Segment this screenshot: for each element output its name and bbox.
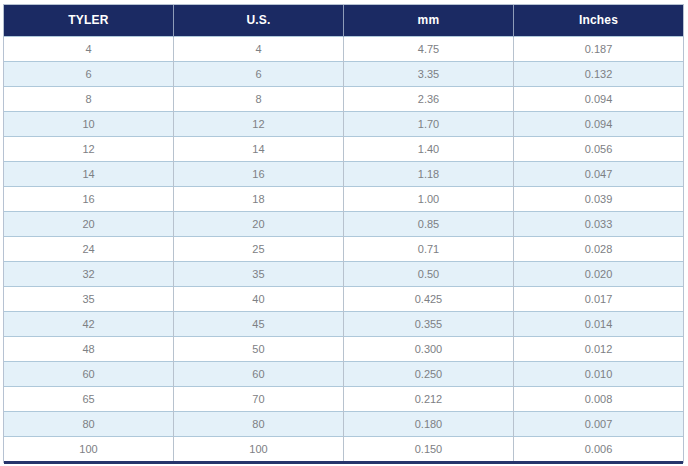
table-cell: 25 (174, 236, 344, 261)
table-cell: 32 (4, 261, 174, 286)
table-cell: 0.180 (343, 411, 513, 436)
sieve-size-table: TYLER U.S. mm Inches 4 4 4.75 0.187 6 6 … (3, 4, 684, 463)
table-cell: 60 (4, 361, 174, 386)
table-cell: 20 (4, 211, 174, 236)
table-cell: 0.017 (513, 286, 683, 311)
table-cell: 6 (4, 61, 174, 86)
table-cell: 4 (174, 36, 344, 61)
table-cell: 80 (174, 411, 344, 436)
table-row: 16 18 1.00 0.039 (4, 186, 683, 211)
table-row: 60 60 0.250 0.010 (4, 361, 683, 386)
table-row: 100 100 0.150 0.006 (4, 436, 683, 461)
table-cell: 0.425 (343, 286, 513, 311)
table-cell: 10 (4, 111, 174, 136)
table-cell: 0.008 (513, 386, 683, 411)
table-cell: 0.006 (513, 436, 683, 461)
table-row: 65 70 0.212 0.008 (4, 386, 683, 411)
table-row: 32 35 0.50 0.020 (4, 261, 683, 286)
sieve-conversion-table: TYLER U.S. mm Inches 4 4 4.75 0.187 6 6 … (4, 5, 683, 461)
table-row: 8 8 2.36 0.094 (4, 86, 683, 111)
table-cell: 0.355 (343, 311, 513, 336)
table-cell: 3.35 (343, 61, 513, 86)
table-cell: 0.056 (513, 136, 683, 161)
table-cell: 0.132 (513, 61, 683, 86)
table-row: 35 40 0.425 0.017 (4, 286, 683, 311)
table-cell: 0.010 (513, 361, 683, 386)
table-cell: 0.014 (513, 311, 683, 336)
table-cell: 0.212 (343, 386, 513, 411)
table-cell: 40 (174, 286, 344, 311)
table-cell: 2.36 (343, 86, 513, 111)
table-cell: 24 (4, 236, 174, 261)
table-cell: 12 (4, 136, 174, 161)
table-cell: 8 (4, 86, 174, 111)
table-cell: 50 (174, 336, 344, 361)
table-cell: 0.012 (513, 336, 683, 361)
table-cell: 35 (4, 286, 174, 311)
table-row: 20 20 0.85 0.033 (4, 211, 683, 236)
table-cell: 0.50 (343, 261, 513, 286)
table-cell: 4.75 (343, 36, 513, 61)
table-cell: 0.187 (513, 36, 683, 61)
column-header-mm: mm (343, 5, 513, 36)
table-cell: 1.18 (343, 161, 513, 186)
table-cell: 0.150 (343, 436, 513, 461)
table-cell: 60 (174, 361, 344, 386)
table-cell: 48 (4, 336, 174, 361)
table-cell: 0.094 (513, 111, 683, 136)
column-header-inches: Inches (513, 5, 683, 36)
table-row: 80 80 0.180 0.007 (4, 411, 683, 436)
table-cell: 100 (4, 436, 174, 461)
table-row: 48 50 0.300 0.012 (4, 336, 683, 361)
table-cell: 8 (174, 86, 344, 111)
table-cell: 1.70 (343, 111, 513, 136)
table-row: 14 16 1.18 0.047 (4, 161, 683, 186)
table-cell: 16 (4, 186, 174, 211)
table-cell: 0.85 (343, 211, 513, 236)
table-row: 6 6 3.35 0.132 (4, 61, 683, 86)
table-cell: 20 (174, 211, 344, 236)
table-cell: 0.71 (343, 236, 513, 261)
table-cell: 0.047 (513, 161, 683, 186)
table-cell: 35 (174, 261, 344, 286)
table-row: 4 4 4.75 0.187 (4, 36, 683, 61)
page: TYLER U.S. mm Inches 4 4 4.75 0.187 6 6 … (0, 0, 688, 466)
table-row: 12 14 1.40 0.056 (4, 136, 683, 161)
table-cell: 0.250 (343, 361, 513, 386)
column-header-tyler: TYLER (4, 5, 174, 36)
table-cell: 18 (174, 186, 344, 211)
table-cell: 6 (174, 61, 344, 86)
table-cell: 0.028 (513, 236, 683, 261)
table-cell: 14 (4, 161, 174, 186)
table-cell: 0.300 (343, 336, 513, 361)
table-cell: 0.094 (513, 86, 683, 111)
table-cell: 0.039 (513, 186, 683, 211)
table-cell: 100 (174, 436, 344, 461)
table-row: 24 25 0.71 0.028 (4, 236, 683, 261)
table-cell: 14 (174, 136, 344, 161)
table-row: 42 45 0.355 0.014 (4, 311, 683, 336)
table-bottom-border (4, 461, 683, 464)
table-header: TYLER U.S. mm Inches (4, 5, 683, 36)
table-header-row: TYLER U.S. mm Inches (4, 5, 683, 36)
table-cell: 16 (174, 161, 344, 186)
table-cell: 1.00 (343, 186, 513, 211)
table-cell: 45 (174, 311, 344, 336)
table-cell: 0.020 (513, 261, 683, 286)
table-cell: 42 (4, 311, 174, 336)
table-cell: 4 (4, 36, 174, 61)
table-body: 4 4 4.75 0.187 6 6 3.35 0.132 8 8 2.36 0… (4, 36, 683, 461)
table-cell: 1.40 (343, 136, 513, 161)
table-cell: 0.033 (513, 211, 683, 236)
table-cell: 80 (4, 411, 174, 436)
table-cell: 0.007 (513, 411, 683, 436)
table-cell: 65 (4, 386, 174, 411)
column-header-us: U.S. (174, 5, 344, 36)
table-row: 10 12 1.70 0.094 (4, 111, 683, 136)
table-cell: 70 (174, 386, 344, 411)
table-cell: 12 (174, 111, 344, 136)
